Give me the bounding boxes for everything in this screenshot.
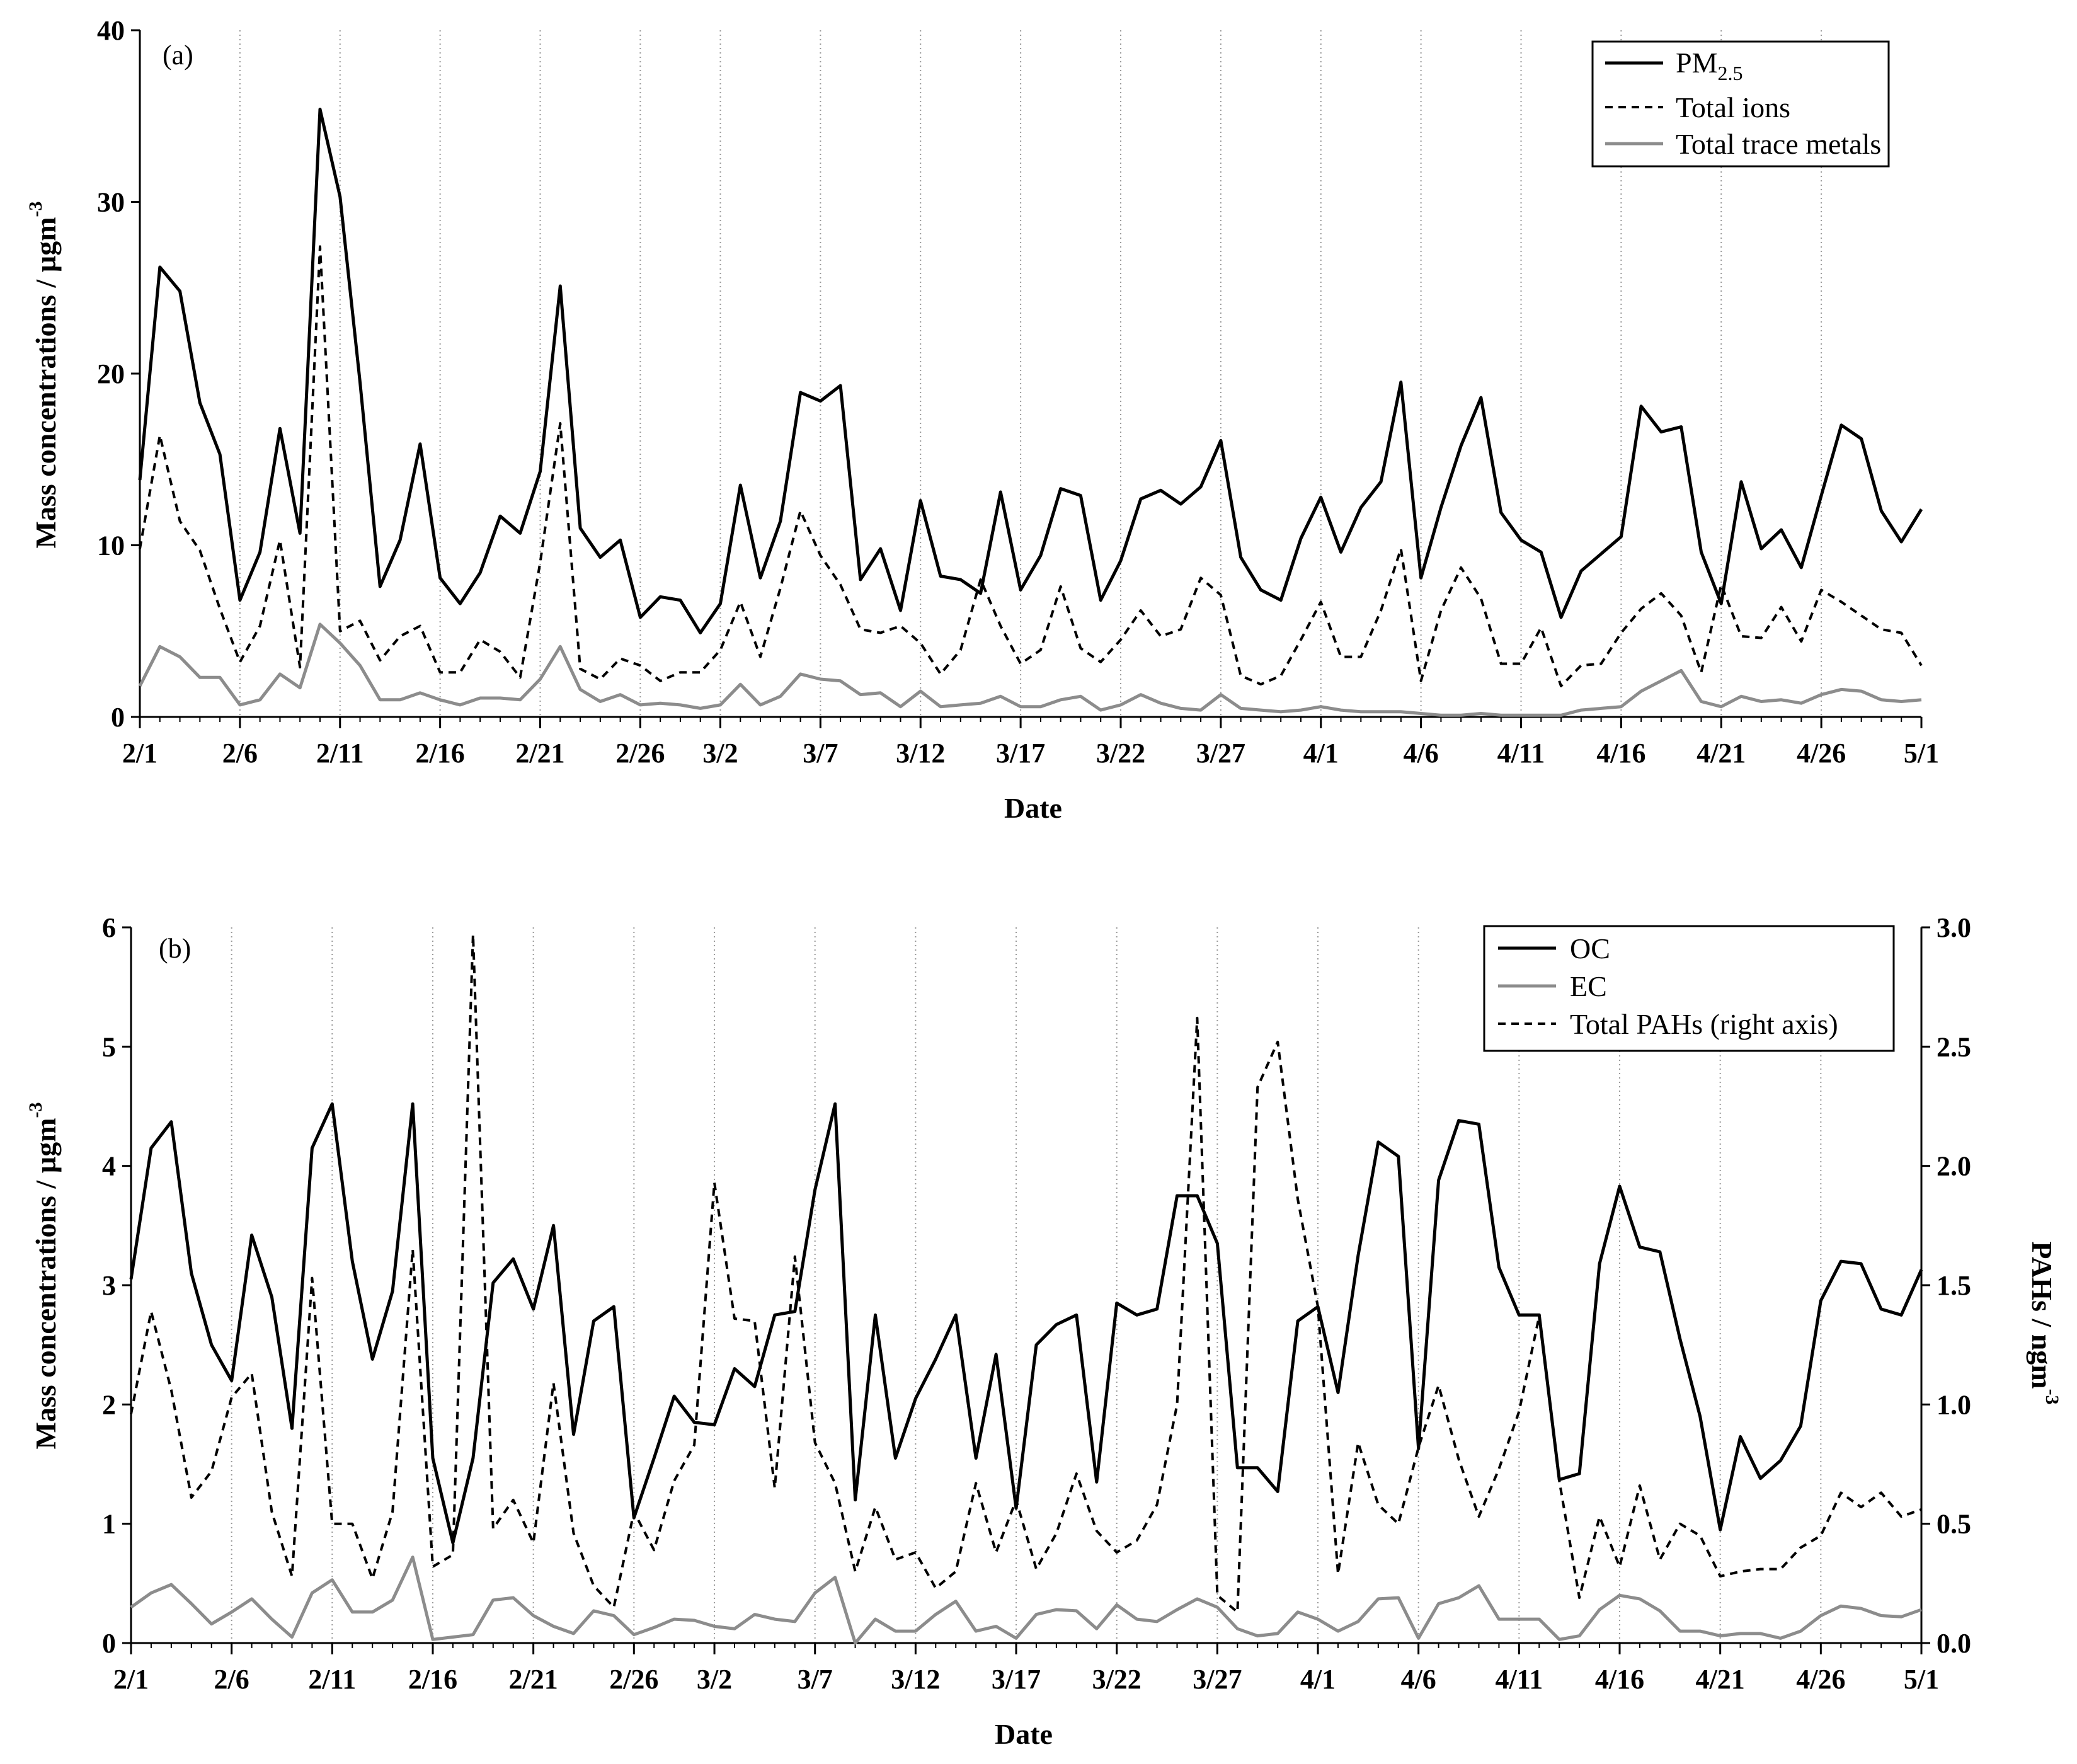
panel-b-y2-axis-title: PAHs / ngm-3 [2026,1241,2063,1404]
x-tick-label-b-4-1: 4/1 [1300,1664,1336,1695]
panel-a-axes: 0 10 20 30 40 2/1 2/6 2/11 2/16 2/21 2/26 3/2 3/7 3/1… [97,15,1939,769]
series-line-b-ec [130,1555,1922,1645]
x-tick-label-a-3-17: 3/17 [996,738,1045,769]
x-tick-label-a-2-6: 2/6 [222,738,258,769]
x-tick-label-b-3-27: 3/27 [1193,1664,1242,1695]
y-tick-label-a-0: 0 [111,702,125,733]
y-tick-label-b-4: 4 [102,1151,116,1182]
panel-b-label: (b) [159,933,191,964]
x-tick-label-a-4-6: 4/6 [1404,738,1439,769]
x-tick-label-a-3-7: 3/7 [803,738,838,769]
x-tick-label-a-2-21: 2/21 [515,738,564,769]
series-line-a-total-trace-metals [138,622,1922,717]
series-line-a-total-ions [139,245,1923,687]
x-tick-label-b-2-21: 2/21 [509,1664,558,1695]
panel-b-y2-axis-title-superscript: -3 [2042,1389,2063,1405]
panel-a-y-axis-title-superscript: -3 [25,201,46,217]
x-tick-label-b-2-11: 2/11 [308,1664,356,1695]
x-tick-label-b-2-6: 2/6 [214,1664,249,1695]
panel-b-legend: OC EC Total PAHs (right axis) [1483,925,1895,1052]
panel-b-y-axis-title-superscript: -3 [25,1102,46,1118]
x-tick-label-a-2-16: 2/16 [416,738,465,769]
y-tick-label-a-20: 20 [97,358,125,389]
legend-pahs-label: Total PAHs (right axis) [1570,1008,1838,1040]
x-tick-label-b-4-6: 4/6 [1401,1664,1436,1695]
panel-b-axes: 0 1 2 3 4 5 6 0.0 0.5 1.0 1.5 2.0 2.5 3.0 2/1 2/6 2/11 2/… [102,912,1971,1695]
y-tick-label-b-5: 5 [102,1031,116,1062]
panel-b-x-axis-title: Date [995,1718,1053,1750]
x-tick-label-b-2-26: 2/26 [609,1664,658,1695]
x-tick-label-b-3-2: 3/2 [697,1664,732,1695]
panel-b: (b) Date Mass concentrations / µgm-3 PAH… [25,912,2063,1750]
x-tick-label-a-3-2: 3/2 [702,738,738,769]
panel-b-legend-box [1483,925,1895,1052]
y2-tick-label-b-0.0: 0.0 [1937,1628,1971,1659]
x-tick-label-a-4-11: 4/11 [1497,738,1545,769]
legend-pm25-subscript: 2.5 [1717,62,1742,84]
panel-a: (a) Date Mass concentrations / µgm-3 0 10… [25,15,1939,824]
y-tick-label-a-10: 10 [97,530,125,561]
legend-total-ions-label: Total ions [1676,91,1790,123]
x-tick-label-a-4-26: 4/26 [1797,738,1846,769]
panel-a-y-axis-title: Mass concentrations / µgm-3 [25,201,62,548]
y2-tick-label-b-3.0: 3.0 [1937,912,1971,943]
x-tick-label-a-2-26: 2/26 [615,738,665,769]
panel-b-lines [129,933,1923,1645]
y-tick-label-b-3: 3 [102,1270,116,1301]
series-line-b-oc [129,1102,1923,1545]
x-tick-label-b-2-16: 2/16 [408,1664,457,1695]
x-tick-label-a-5-1: 5/1 [1904,738,1939,769]
x-tick-label-a-3-27: 3/27 [1196,738,1245,769]
panel-b-y-axis-title-text: Mass concentrations / µgm [30,1118,62,1449]
x-tick-label-a-3-12: 3/12 [896,738,945,769]
x-tick-label-b-4-16: 4/16 [1595,1664,1644,1695]
legend-oc-label: OC [1570,932,1610,965]
y-tick-label-a-30: 30 [97,187,125,218]
x-tick-label-a-4-1: 4/1 [1303,738,1339,769]
x-tick-label-a-4-21: 4/21 [1697,738,1746,769]
y-tick-label-b-1: 1 [102,1509,116,1540]
y2-tick-label-b-2.5: 2.5 [1937,1031,1971,1062]
panel-a-y-axis-title-text: Mass concentrations / µgm [30,217,62,548]
panel-a-x-axis-title: Date [1004,792,1062,824]
x-tick-label-b-3-17: 3/17 [992,1664,1041,1695]
x-tick-label-b-3-22: 3/22 [1092,1664,1141,1695]
y-tick-label-b-0: 0 [102,1628,116,1659]
y-tick-label-b-2: 2 [102,1389,116,1420]
x-tick-label-b-4-26: 4/26 [1796,1664,1845,1695]
panel-b-y2-axis-title-text: PAHs / ngm [2026,1241,2058,1389]
panel-a-label: (a) [163,40,193,71]
legend-pm25-name: PM [1676,47,1717,79]
legend-pm25-label: PM2.5 [1676,47,1742,84]
legend-trace-metals-label: Total trace metals [1676,128,1881,160]
panel-a-lines [138,107,1923,717]
x-tick-label-b-4-11: 4/11 [1495,1664,1543,1695]
x-tick-label-b-4-21: 4/21 [1696,1664,1745,1695]
x-tick-label-a-2-11: 2/11 [316,738,364,769]
x-tick-label-b-5-1: 5/1 [1904,1664,1939,1695]
panel-b-y-axis-title: Mass concentrations / µgm-3 [25,1102,62,1449]
panel-a-legend: PM2.5 Total ions Total trace metals [1591,40,1890,168]
legend-ec-label: EC [1570,970,1607,1002]
x-tick-label-a-2-1: 2/1 [122,738,157,769]
series-line-a-pm [138,107,1923,634]
y2-tick-label-b-0.5: 0.5 [1937,1509,1971,1540]
x-tick-label-b-3-7: 3/7 [798,1664,833,1695]
x-tick-label-b-3-12: 3/12 [891,1664,940,1695]
x-tick-label-b-2-1: 2/1 [113,1664,149,1695]
x-tick-label-a-4-16: 4/16 [1596,738,1645,769]
y2-tick-label-b-1.5: 1.5 [1937,1270,1971,1301]
x-tick-label-a-3-22: 3/22 [1096,738,1145,769]
y-tick-label-b-6: 6 [102,912,116,943]
y2-tick-label-b-2.0: 2.0 [1937,1151,1971,1182]
y2-tick-label-b-1.0: 1.0 [1937,1389,1971,1420]
y-tick-label-a-40: 40 [97,15,125,46]
